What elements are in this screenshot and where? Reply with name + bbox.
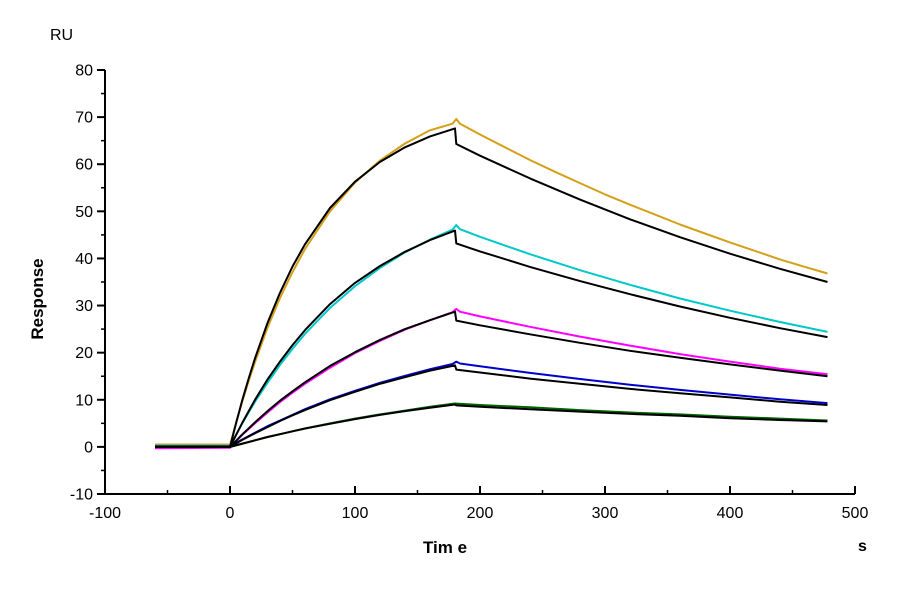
y-tick-label: 60 (75, 157, 93, 174)
series-trace-3-curve (154, 307, 828, 450)
x-tick-label: 500 (842, 505, 869, 522)
y-tick-label: 80 (75, 63, 93, 80)
y-tick-label: 50 (75, 204, 93, 221)
y-axis-title: Response (28, 258, 47, 340)
x-tick-label: 100 (342, 505, 369, 522)
series-fit-5-curve (155, 403, 828, 448)
response-unit-label: RU (50, 27, 74, 44)
y-tick-label: 0 (84, 439, 93, 456)
series-fit-3-curve (155, 310, 828, 448)
x-tick-label: 400 (717, 505, 744, 522)
series-trace-2-curve (154, 224, 828, 447)
y-tick-label: -10 (70, 487, 93, 504)
series-fit-1-curve (155, 127, 828, 448)
series-fit-2-curve (155, 229, 828, 448)
x-axis-title: Tim e (422, 538, 468, 557)
x-tick-label: 300 (592, 505, 619, 522)
y-tick-label: 10 (75, 392, 93, 409)
x-tick-label: 0 (226, 505, 235, 522)
y-tick-label: 70 (75, 110, 93, 127)
x-axis-unit-label: s (858, 538, 867, 555)
x-tick-label: 200 (467, 505, 494, 522)
y-tick-label: 30 (75, 298, 93, 315)
y-tick-label: 20 (75, 345, 93, 362)
series-fit-4-curve (155, 364, 828, 448)
x-tick-label: -100 (89, 505, 121, 522)
series-trace-1-highest-curve (155, 118, 828, 446)
y-tick-label: 40 (75, 251, 93, 268)
